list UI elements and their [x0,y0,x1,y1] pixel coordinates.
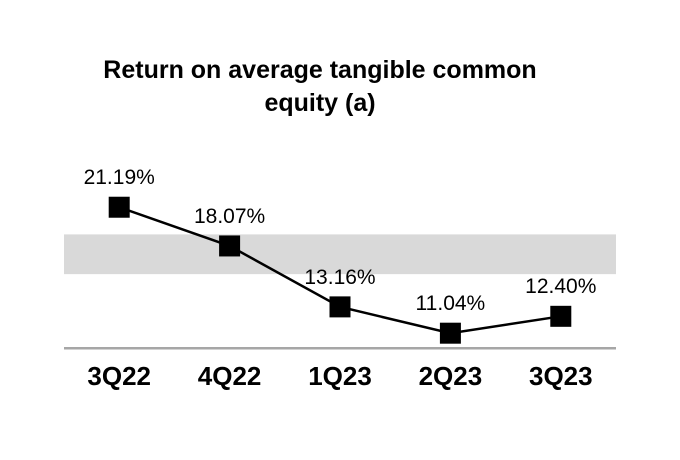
highlight-band [64,234,616,275]
chart-title-line2: equity (a) [264,89,376,117]
chart-title-line1: Return on average tangible common [103,56,537,84]
x-axis-label: 3Q22 [87,361,151,391]
data-point-marker [329,296,351,318]
data-label: 21.19% [83,166,155,190]
x-axis-label: 3Q23 [528,361,593,391]
data-point-marker [108,196,130,218]
data-label: 13.16% [304,265,376,289]
x-axis-label: 1Q23 [308,361,372,391]
data-point-marker [550,305,572,327]
x-axis-label: 2Q23 [418,361,483,391]
x-axis-line [64,347,616,350]
data-label: 11.04% [415,292,486,316]
data-point-marker [439,322,461,344]
data-label: 18.07% [193,204,266,228]
chart-title: Return on average tangible common equity… [0,54,640,120]
data-point-marker [219,235,241,257]
data-label: 12.40% [525,275,597,299]
x-axis-label: 4Q22 [197,361,262,391]
